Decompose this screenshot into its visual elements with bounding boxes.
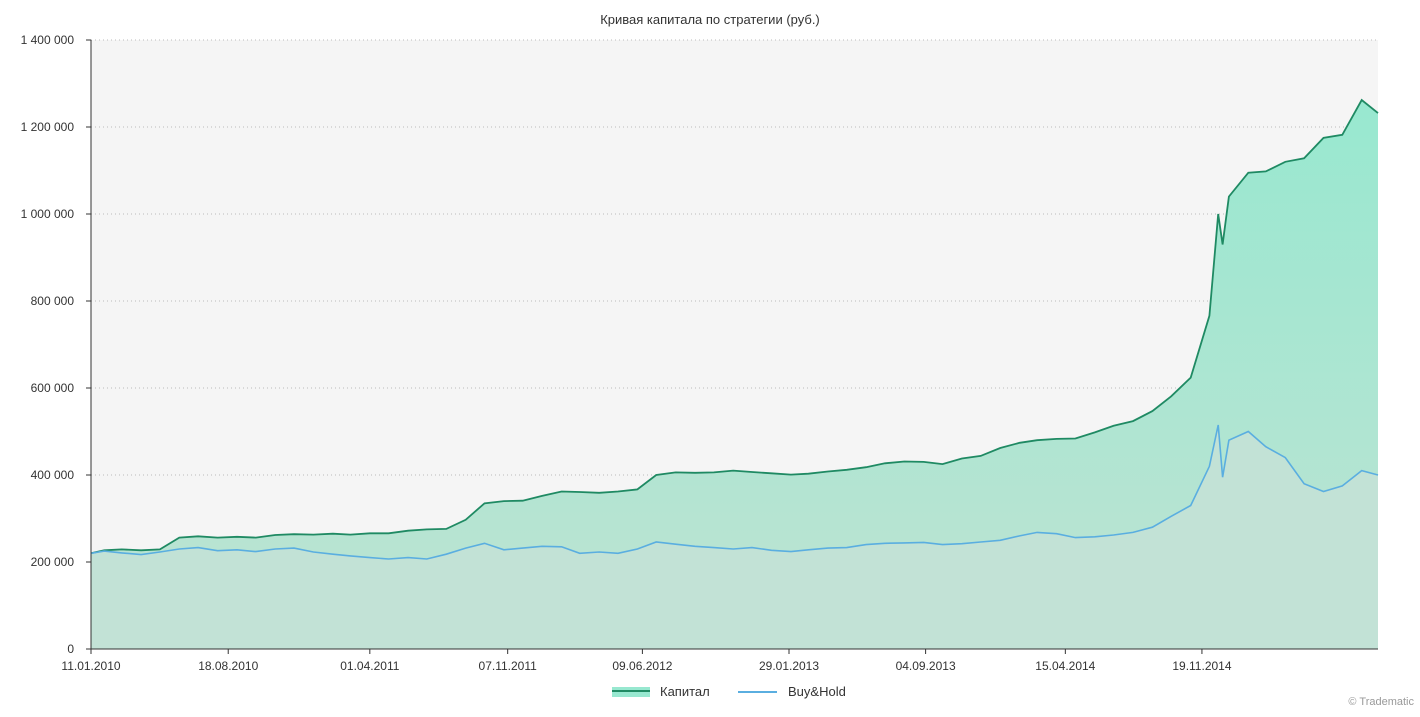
x-tick-label: 15.04.2014 bbox=[1035, 659, 1095, 673]
legend: Капитал Buy&Hold bbox=[612, 684, 846, 699]
legend-item-capital[interactable]: Капитал bbox=[612, 684, 710, 699]
x-tick-label: 04.09.2013 bbox=[896, 659, 956, 673]
y-tick-label: 1 400 000 bbox=[21, 33, 75, 47]
x-tick-label: 29.01.2013 bbox=[759, 659, 819, 673]
x-tick-label: 01.04.2011 bbox=[340, 659, 399, 673]
axes: 0 200 000 400 000 600 000 800 000 1 000 000 1 … bbox=[21, 33, 1378, 673]
y-tick-label: 0 bbox=[67, 642, 74, 656]
y-tick-label: 400 000 bbox=[31, 468, 75, 482]
capital-area bbox=[91, 100, 1378, 649]
buyhold-series-line bbox=[90, 424, 1379, 560]
buyhold-area bbox=[91, 425, 1378, 649]
capital-series-line bbox=[90, 98, 1379, 555]
x-tick-label: 07.11.2011 bbox=[479, 659, 538, 673]
y-tick-label: 1 200 000 bbox=[21, 120, 75, 134]
y-tick-label: 200 000 bbox=[31, 555, 75, 569]
legend-item-buyhold[interactable]: Buy&Hold bbox=[738, 684, 846, 699]
y-tick-label: 1 000 000 bbox=[21, 207, 75, 221]
watermark: © Tradematic bbox=[1348, 696, 1414, 708]
y-tick-label: 800 000 bbox=[31, 294, 75, 308]
y-tick-label: 600 000 bbox=[31, 381, 75, 395]
x-tick-label: 19.11.2014 bbox=[1172, 659, 1231, 673]
x-tick-label: 11.01.2010 bbox=[61, 659, 120, 673]
x-tick-label: 18.08.2010 bbox=[198, 659, 258, 673]
legend-label-buyhold: Buy&Hold bbox=[788, 684, 846, 699]
x-tick-label: 09.06.2012 bbox=[612, 659, 672, 673]
chart-title: Кривая капитала по стратегии (руб.) bbox=[600, 12, 820, 27]
legend-label-capital: Капитал bbox=[660, 684, 710, 699]
